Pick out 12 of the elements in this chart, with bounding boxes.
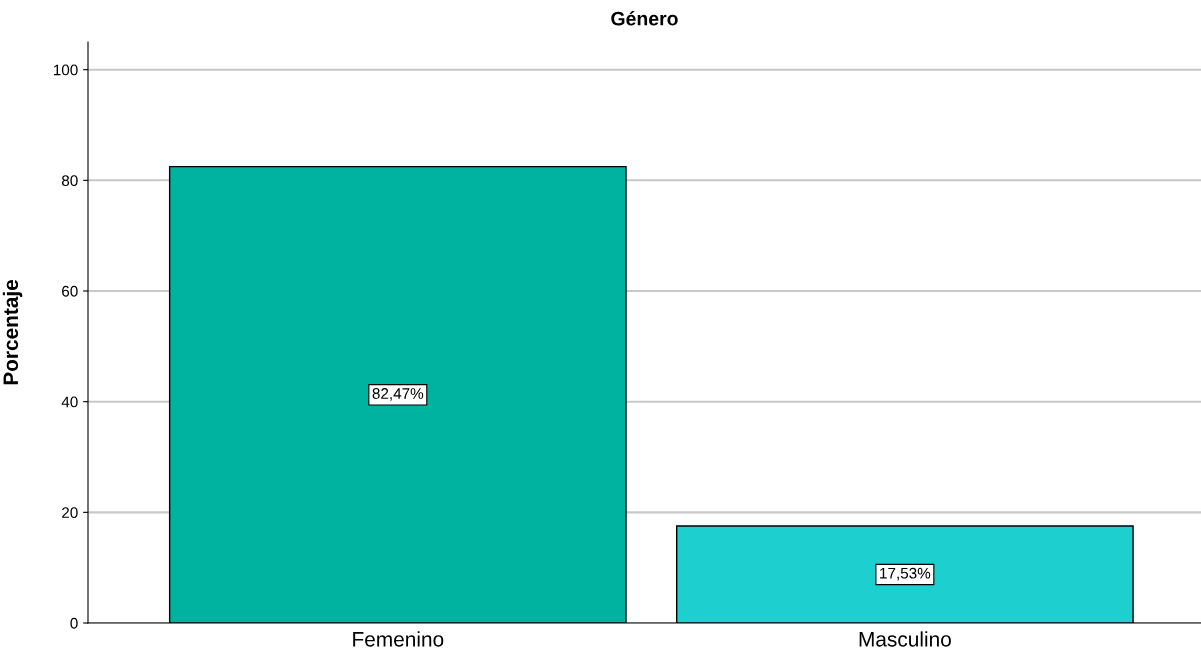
y-axis-title: Porcentaje bbox=[2, 279, 23, 385]
data-label: 17,53% bbox=[880, 567, 931, 581]
x-tick-label: Femenino bbox=[353, 631, 444, 647]
y-tick-label: 0 bbox=[70, 617, 78, 629]
y-tick-label: 40 bbox=[61, 396, 78, 408]
data-label: 82,47% bbox=[372, 388, 424, 401]
y-tick-label: 20 bbox=[62, 507, 78, 519]
y-tick-label: 80 bbox=[61, 175, 78, 187]
x-tick-label: Masculino bbox=[859, 631, 951, 647]
y-tick-label: 100 bbox=[53, 64, 78, 76]
y-tick-label: 60 bbox=[62, 285, 78, 297]
chart-title: Género bbox=[611, 11, 678, 26]
